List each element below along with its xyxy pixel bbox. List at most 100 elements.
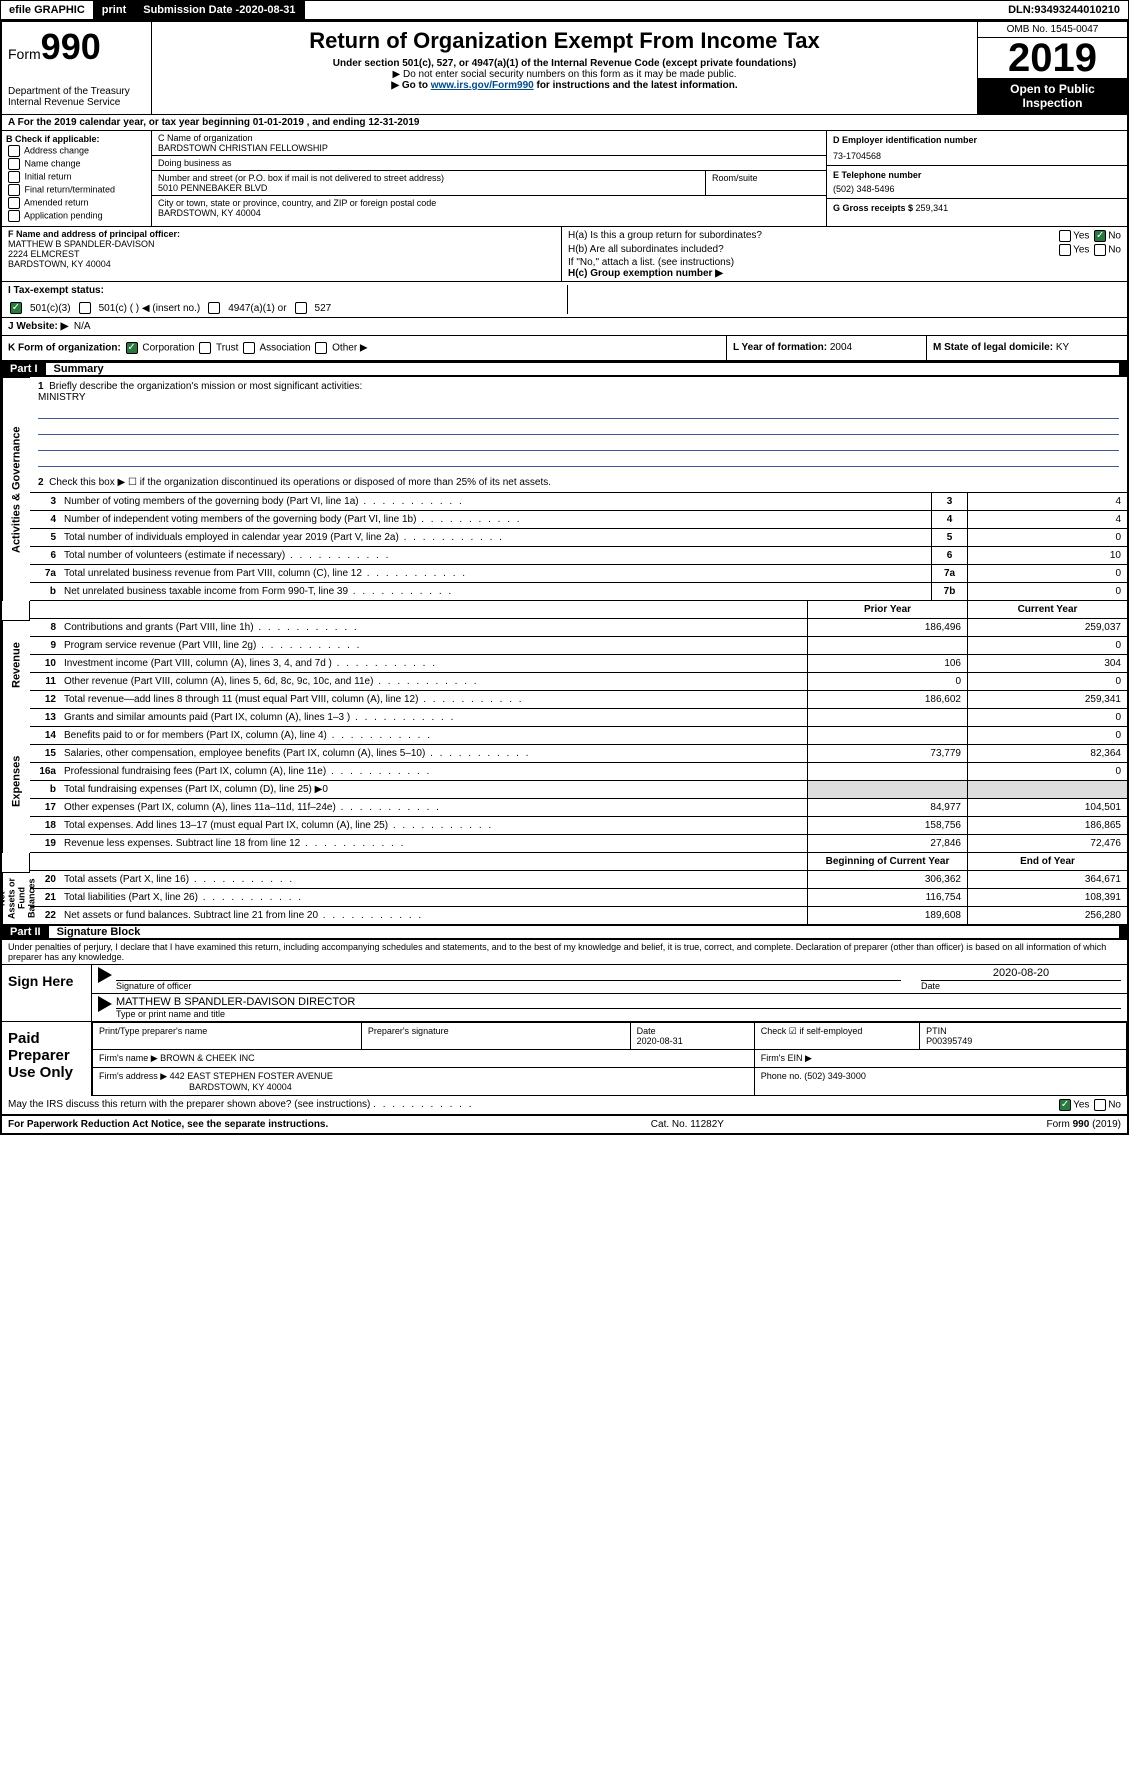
prep-name-label: Print/Type preparer's name (93, 1023, 362, 1050)
chk-trust[interactable] (199, 342, 211, 354)
table-row: 6Total number of volunteers (estimate if… (30, 547, 1127, 565)
dba-cell: Doing business as (152, 156, 826, 171)
table-row: 12Total revenue—add lines 8 through 11 (… (30, 691, 1127, 709)
chk-4947[interactable] (208, 302, 220, 314)
table-row: 5Total number of individuals employed in… (30, 529, 1127, 547)
line-2: 2 Check this box ▶ ☐ if the organization… (30, 473, 1127, 493)
declaration-text: Under penalties of perjury, I declare th… (2, 940, 1127, 964)
arrow-icon (98, 996, 112, 1012)
form-container: Form990 Department of the Treasury Inter… (0, 20, 1129, 1135)
table-row: 17Other expenses (Part IX, column (A), l… (30, 799, 1127, 817)
chk-assoc[interactable] (243, 342, 255, 354)
row-j: J Website: ▶ N/A (2, 318, 1127, 336)
vlabel-revenue: Revenue (2, 621, 30, 709)
chk-501c3[interactable] (10, 302, 22, 314)
table-row: 16aProfessional fundraising fees (Part I… (30, 763, 1127, 781)
vlabel-governance: Activities & Governance (2, 377, 30, 601)
row-m: M State of legal domicile: KY (927, 336, 1127, 360)
part1-governance: Activities & Governance 1 Briefly descri… (2, 377, 1127, 601)
table-row: 15Salaries, other compensation, employee… (30, 745, 1127, 763)
table-row: 4Number of independent voting members of… (30, 511, 1127, 529)
hc-row: H(c) Group exemption number ▶ (568, 268, 1121, 279)
header-right: OMB No. 1545-0047 2019 Open to Public In… (977, 22, 1127, 114)
subtitle-1: Under section 501(c), 527, or 4947(a)(1)… (158, 58, 971, 69)
sig-officer-row: Signature of officer 2020-08-20 Date (92, 965, 1127, 994)
vlabel-expenses: Expenses (2, 709, 30, 853)
open-public-badge: Open to Public Inspection (978, 78, 1127, 114)
col-b: B Check if applicable: Address change Na… (2, 131, 152, 226)
paid-preparer-label: Paid Preparer Use Only (2, 1022, 92, 1096)
header-left: Form990 Department of the Treasury Inter… (2, 22, 152, 114)
table-row: 22Net assets or fund balances. Subtract … (30, 907, 1127, 924)
table-row: 13Grants and similar amounts paid (Part … (30, 709, 1127, 727)
row-a: A For the 2019 calendar year, or tax yea… (2, 115, 1127, 131)
row-i: I Tax-exempt status: 501(c)(3) 501(c) ( … (2, 282, 1127, 318)
table-row: 3Number of voting members of the governi… (30, 493, 1127, 511)
chk-discuss-no[interactable] (1094, 1099, 1106, 1111)
irs-label: Internal Revenue Service (8, 97, 145, 108)
table-row: 14Benefits paid to or for members (Part … (30, 727, 1127, 745)
row-klm: K Form of organization: Corporation Trus… (2, 336, 1127, 361)
col-h: H(a) Is this a group return for subordin… (562, 227, 1127, 281)
chk-pending[interactable]: Application pending (6, 210, 147, 222)
chk-other[interactable] (315, 342, 327, 354)
chk-501c[interactable] (79, 302, 91, 314)
form-title: Return of Organization Exempt From Incom… (158, 28, 971, 54)
irs-link[interactable]: www.irs.gov/Form990 (431, 80, 534, 91)
chk-address[interactable]: Address change (6, 145, 147, 157)
table-row: 9Program service revenue (Part VIII, lin… (30, 637, 1127, 655)
chk-final[interactable]: Final return/terminated (6, 184, 147, 196)
chk-corp[interactable] (126, 342, 138, 354)
tax-year: 2019 (978, 38, 1127, 78)
print-button[interactable]: print (94, 1, 135, 19)
part1-header: Part I Summary (2, 361, 1127, 377)
footer-left: For Paperwork Reduction Act Notice, see … (8, 1119, 328, 1130)
footer-right: Form 990 (2019) (1047, 1119, 1121, 1130)
b-label: B Check if applicable: (6, 134, 100, 144)
net-header: Beginning of Current Year End of Year (30, 853, 1127, 871)
part1-expenses: Expenses 13Grants and similar amounts pa… (2, 709, 1127, 853)
header-row: Form990 Department of the Treasury Inter… (2, 22, 1127, 115)
section-fh: F Name and address of principal officer:… (2, 227, 1127, 282)
dept-treasury: Department of the Treasury (8, 86, 145, 97)
table-row: 19Revenue less expenses. Subtract line 1… (30, 835, 1127, 853)
chk-amended[interactable]: Amended return (6, 197, 147, 209)
table-row: 11Other revenue (Part VIII, column (A), … (30, 673, 1127, 691)
header-center: Return of Organization Exempt From Incom… (152, 22, 977, 114)
dln: DLN: 93493244010210 (1000, 1, 1128, 19)
col-deg: D Employer identification number 73-1704… (827, 131, 1127, 226)
footer-center: Cat. No. 11282Y (651, 1119, 724, 1130)
chk-527[interactable] (295, 302, 307, 314)
vlabel-spacer (2, 601, 30, 621)
part2-header: Part II Signature Block (2, 924, 1127, 940)
mission-text: MINISTRY (38, 392, 1119, 403)
top-bar: efile GRAPHIC print Submission Date - 20… (0, 0, 1129, 20)
paid-preparer-row: Paid Preparer Use Only Print/Type prepar… (2, 1021, 1127, 1096)
section-bcd: B Check if applicable: Address change Na… (2, 131, 1127, 227)
chk-name[interactable]: Name change (6, 158, 147, 170)
chk-initial[interactable]: Initial return (6, 171, 147, 183)
ein-cell: D Employer identification number 73-1704… (827, 131, 1127, 166)
mission-block: 1 Briefly describe the organization's mi… (30, 377, 1127, 473)
subtitle-3: ▶ Go to www.irs.gov/Form990 for instruct… (158, 80, 971, 91)
form-number: Form990 (8, 26, 145, 68)
table-row: bTotal fundraising expenses (Part IX, co… (30, 781, 1127, 799)
arrow-icon (98, 967, 112, 983)
col-f: F Name and address of principal officer:… (2, 227, 562, 281)
firm-addr: Firm's address ▶ 442 EAST STEPHEN FOSTER… (93, 1068, 755, 1096)
prep-selfemp: Check ☑ if self-employed (754, 1023, 919, 1050)
prep-sig-label: Preparer's signature (361, 1023, 630, 1050)
table-row: 18Total expenses. Add lines 13–17 (must … (30, 817, 1127, 835)
submission-date: Submission Date - 2020-08-31 (135, 1, 304, 19)
part1-revenue: Revenue Prior Year Current Year 8Contrib… (2, 601, 1127, 709)
col-c: C Name of organization BARDSTOWN CHRISTI… (152, 131, 827, 226)
firm-name: Firm's name ▶ BROWN & CHEEK INC (93, 1050, 755, 1068)
vlabel-spacer2 (2, 853, 30, 873)
firm-phone: Phone no. (502) 349-3000 (754, 1068, 1126, 1096)
table-row: 8Contributions and grants (Part VIII, li… (30, 619, 1127, 637)
phone-cell: E Telephone number (502) 348-5496 (827, 166, 1127, 199)
chk-discuss-yes[interactable] (1059, 1099, 1071, 1111)
org-name: BARDSTOWN CHRISTIAN FELLOWSHIP (158, 143, 820, 153)
org-name-cell: C Name of organization BARDSTOWN CHRISTI… (152, 131, 826, 156)
part1-netassets: Net Assets or Fund Balances Beginning of… (2, 853, 1127, 924)
